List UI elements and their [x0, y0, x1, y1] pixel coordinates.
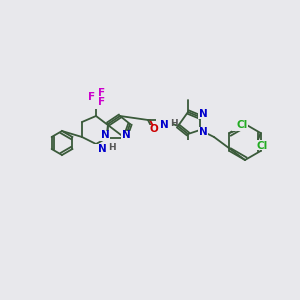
Text: O: O	[150, 124, 158, 134]
Text: N: N	[199, 109, 207, 119]
Text: H: H	[108, 143, 116, 152]
Text: F: F	[98, 97, 105, 107]
FancyBboxPatch shape	[183, 140, 193, 150]
Text: F: F	[98, 88, 105, 98]
Text: Cl: Cl	[237, 120, 248, 130]
FancyBboxPatch shape	[100, 131, 110, 141]
Text: N: N	[100, 130, 109, 140]
FancyBboxPatch shape	[148, 125, 158, 135]
FancyBboxPatch shape	[252, 140, 268, 150]
Text: N: N	[160, 120, 168, 130]
Text: Cl: Cl	[257, 141, 268, 151]
Text: H: H	[170, 119, 178, 128]
FancyBboxPatch shape	[156, 119, 172, 129]
Text: F: F	[88, 92, 95, 102]
Text: N: N	[199, 127, 207, 137]
Text: N: N	[98, 144, 106, 154]
FancyBboxPatch shape	[92, 144, 106, 154]
FancyBboxPatch shape	[232, 121, 248, 131]
Text: N: N	[122, 130, 130, 140]
FancyBboxPatch shape	[198, 109, 208, 119]
FancyBboxPatch shape	[81, 91, 111, 109]
FancyBboxPatch shape	[121, 131, 131, 141]
FancyBboxPatch shape	[198, 127, 208, 137]
